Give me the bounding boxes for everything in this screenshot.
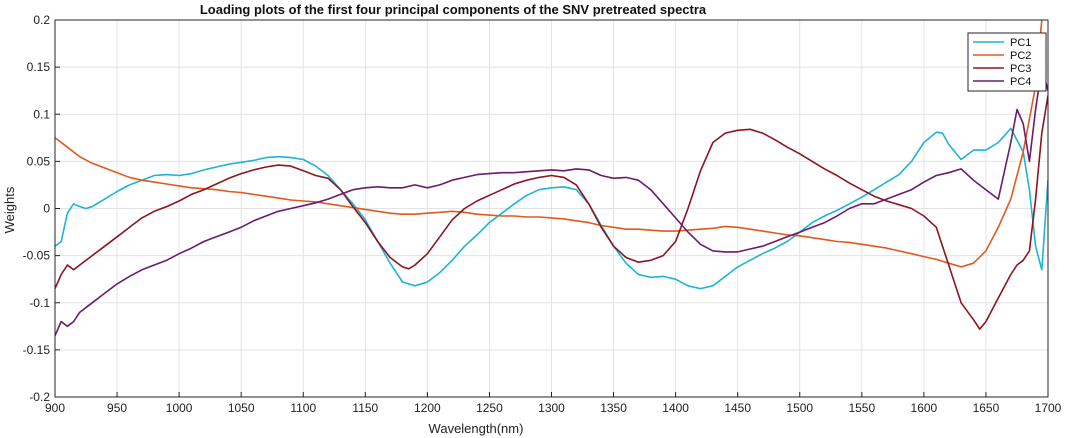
y-tick-label: 0 — [43, 202, 50, 216]
x-axis-label: Wavelength(nm) — [429, 421, 524, 436]
x-tick-label: 1450 — [724, 401, 751, 415]
x-tick-label: 1550 — [848, 401, 875, 415]
x-tick-label: 1600 — [911, 401, 938, 415]
x-tick-label: 1150 — [352, 401, 378, 415]
y-axis-ticks: -0.2 -0.15 -0.1 -0.05 0 0.05 0.1 0.15 0.2 — [23, 13, 60, 404]
series-layer — [55, 20, 1048, 337]
x-tick-label: 1500 — [786, 401, 813, 415]
legend-label-pc2: PC2 — [1010, 50, 1031, 62]
x-tick-label: 1350 — [600, 401, 627, 415]
legend-label-pc1: PC1 — [1010, 37, 1031, 49]
x-tick-label: 1200 — [414, 401, 441, 415]
x-tick-label: 950 — [107, 401, 127, 415]
y-tick-label: -0.05 — [23, 249, 51, 263]
x-tick-label: 1700 — [1035, 401, 1062, 415]
y-tick-label: -0.1 — [29, 296, 50, 310]
x-tick-label: 1300 — [538, 401, 565, 415]
plot-area — [54, 19, 1049, 398]
chart-title: Loading plots of the first four principa… — [200, 2, 707, 17]
y-tick-label: -0.2 — [29, 390, 50, 404]
x-tick-label: 1650 — [973, 401, 1000, 415]
legend-label-pc3: PC3 — [1010, 63, 1031, 75]
x-tick-label: 1000 — [166, 401, 193, 415]
y-tick-label: 0.05 — [27, 154, 51, 168]
x-tick-label: 1100 — [290, 401, 316, 415]
series-line-pc1 — [55, 127, 1048, 290]
series-line-pc2 — [55, 20, 1043, 268]
series-line-pc4 — [55, 66, 1048, 337]
series-line-pc3 — [55, 95, 1048, 330]
x-tick-label: 1050 — [228, 401, 255, 415]
x-axis-ticks: 900 950 1000 1050 1100 1150 1200 1250 1300 1350 14… — [45, 392, 1062, 415]
y-tick-label: 0.2 — [33, 13, 50, 27]
x-tick-label: 1400 — [662, 401, 689, 415]
y-axis-label: Weights — [2, 186, 17, 233]
y-tick-label: 0.1 — [33, 107, 50, 121]
x-tick-label: 900 — [45, 401, 65, 415]
y-tick-label: -0.15 — [23, 343, 51, 357]
y-tick-label: 0.15 — [27, 60, 51, 74]
legend-label-pc4: PC4 — [1010, 76, 1031, 88]
x-tick-label: 1250 — [476, 401, 503, 415]
